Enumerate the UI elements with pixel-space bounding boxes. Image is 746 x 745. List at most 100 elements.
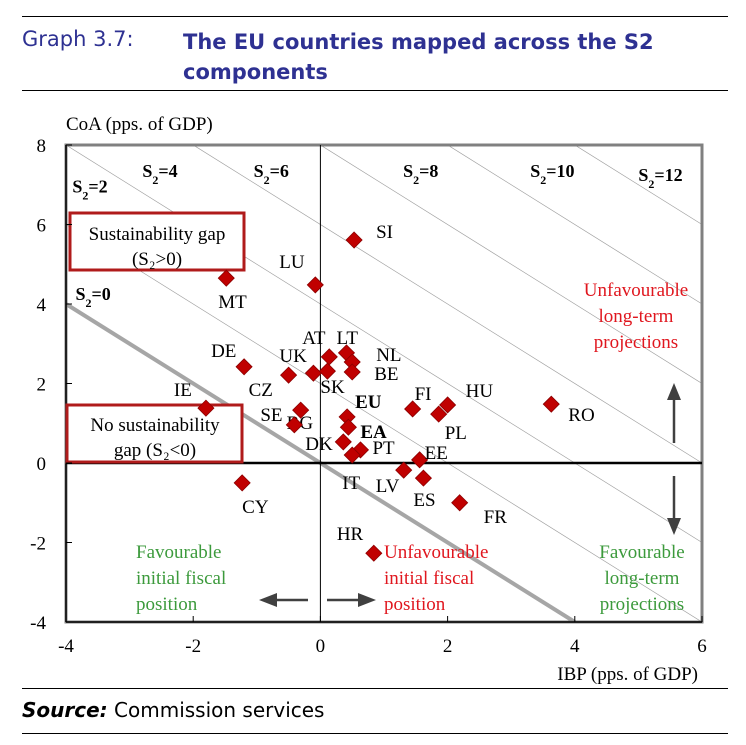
data-label: PL [445, 423, 467, 444]
iso-line-s2-4 [66, 145, 702, 543]
data-point-uk: UK [279, 346, 322, 382]
sustainability-gap-box [68, 211, 246, 272]
diamond-marker [395, 461, 413, 479]
data-point-be: BE [343, 363, 398, 385]
iso-line-label: S2=6 [254, 161, 289, 187]
data-label: LV [376, 476, 400, 497]
data-label: SK [320, 377, 345, 398]
graph-title: The EU countries mapped across the S2 co… [183, 30, 654, 84]
arrow-left-icon [259, 593, 277, 607]
data-point-fr: FR [451, 494, 508, 528]
data-point-ie: IE [174, 380, 215, 417]
data-point-si: SI [345, 222, 393, 249]
data-label: FI [415, 384, 432, 405]
iso-line-label: S2=10 [530, 161, 574, 187]
footer-rule [22, 733, 728, 734]
data-label: BE [374, 364, 398, 385]
data-label: AT [302, 328, 326, 349]
data-label: MT [218, 292, 247, 313]
data-label: SE [260, 405, 282, 426]
data-label: DE [211, 341, 236, 362]
diamond-marker [197, 399, 215, 417]
data-point-cz: CZ [249, 366, 298, 401]
diamond-marker [343, 446, 361, 464]
no-sustainability-gap-label: No sustainability gap (S₂<0) [90, 415, 220, 461]
x-tick-label: -2 [185, 636, 201, 657]
data-label: EE [425, 443, 448, 464]
diamond-marker [292, 401, 310, 419]
iso-line-label: S2=4 [142, 161, 177, 187]
diamond-marker [280, 366, 298, 384]
diamond-marker [430, 405, 448, 423]
data-label: SI [376, 222, 393, 243]
data-point-fi: FI [404, 384, 432, 418]
source-label: Source: [22, 698, 108, 722]
data-point-at: AT [302, 328, 338, 366]
data-point-lt: LT [336, 328, 358, 362]
y-axis-label: CoA (pps. of GDP) [66, 114, 213, 135]
diamond-marker [320, 348, 338, 366]
data-label: NL [376, 345, 401, 366]
data-point-mt: MT [217, 269, 247, 313]
data-point-sk: SK [318, 362, 345, 398]
diamond-marker [343, 363, 361, 381]
unfavourable-initial-label: Unfavourable initial fiscal position [384, 542, 488, 615]
source-text: Commission services [114, 698, 325, 722]
y-tick-label: -2 [30, 534, 46, 555]
data-label: EU [355, 392, 382, 413]
diamond-marker [285, 416, 303, 434]
iso-line-s2-12 [574, 145, 702, 225]
arrow-right-icon [358, 593, 376, 607]
data-point-lu: LU [279, 252, 324, 294]
data-label: ES [413, 490, 435, 511]
data-label: IT [342, 473, 360, 494]
iso-line-label: S2=2 [72, 177, 107, 203]
iso-line-label: S2=12 [638, 165, 682, 191]
data-point-ea: EA [339, 418, 387, 443]
bottom-rule [22, 688, 728, 689]
y-tick-label: -4 [30, 613, 46, 634]
y-tick-label: 8 [37, 136, 47, 157]
x-tick-label: 4 [570, 636, 580, 657]
diamond-marker [411, 451, 429, 469]
diamond-marker [217, 269, 235, 287]
diamond-marker [233, 474, 251, 492]
data-label: HR [337, 524, 364, 545]
diamond-marker [414, 469, 432, 487]
diamond-marker [334, 433, 352, 451]
data-point-eu: EU [338, 392, 382, 426]
data-label: FR [484, 507, 508, 528]
data-label: LT [336, 328, 358, 349]
data-point-pl: PL [430, 405, 467, 444]
y-tick-label: 2 [37, 375, 47, 396]
diamond-marker [235, 358, 253, 376]
data-label: IE [174, 380, 192, 401]
data-point-de: DE [211, 341, 253, 376]
iso-line-s2-2 [66, 224, 702, 622]
unfavourable-long-term-label: Unfavourable long-term projections [584, 280, 688, 353]
diamond-marker [304, 364, 322, 382]
source-note: Source: Commission services [22, 698, 324, 722]
top-rule [22, 16, 728, 17]
y-tick-label: 0 [37, 454, 47, 475]
diamond-marker [365, 544, 383, 562]
data-label: CZ [249, 380, 273, 401]
data-point-hu: HU [439, 381, 494, 414]
favourable-long-term-label: Favourable long-term projections [599, 542, 684, 615]
x-tick-label: 6 [697, 636, 707, 657]
iso-line-s2-8 [319, 145, 702, 384]
data-point-lv: LV [376, 461, 413, 497]
iso-line-label: S2=8 [403, 161, 438, 187]
data-point-se: SE [260, 405, 303, 434]
data-label: HU [466, 381, 494, 402]
data-label: DK [305, 434, 333, 455]
diamond-marker [339, 418, 357, 436]
diamond-marker [542, 395, 560, 413]
favourable-initial-label: Favourable initial fiscal position [136, 542, 226, 615]
title-rule [22, 90, 728, 91]
data-point-pt: PT [351, 438, 395, 459]
x-tick-label: 0 [316, 636, 326, 657]
data-label: RO [568, 405, 594, 426]
data-point-hr: HR [337, 524, 383, 562]
